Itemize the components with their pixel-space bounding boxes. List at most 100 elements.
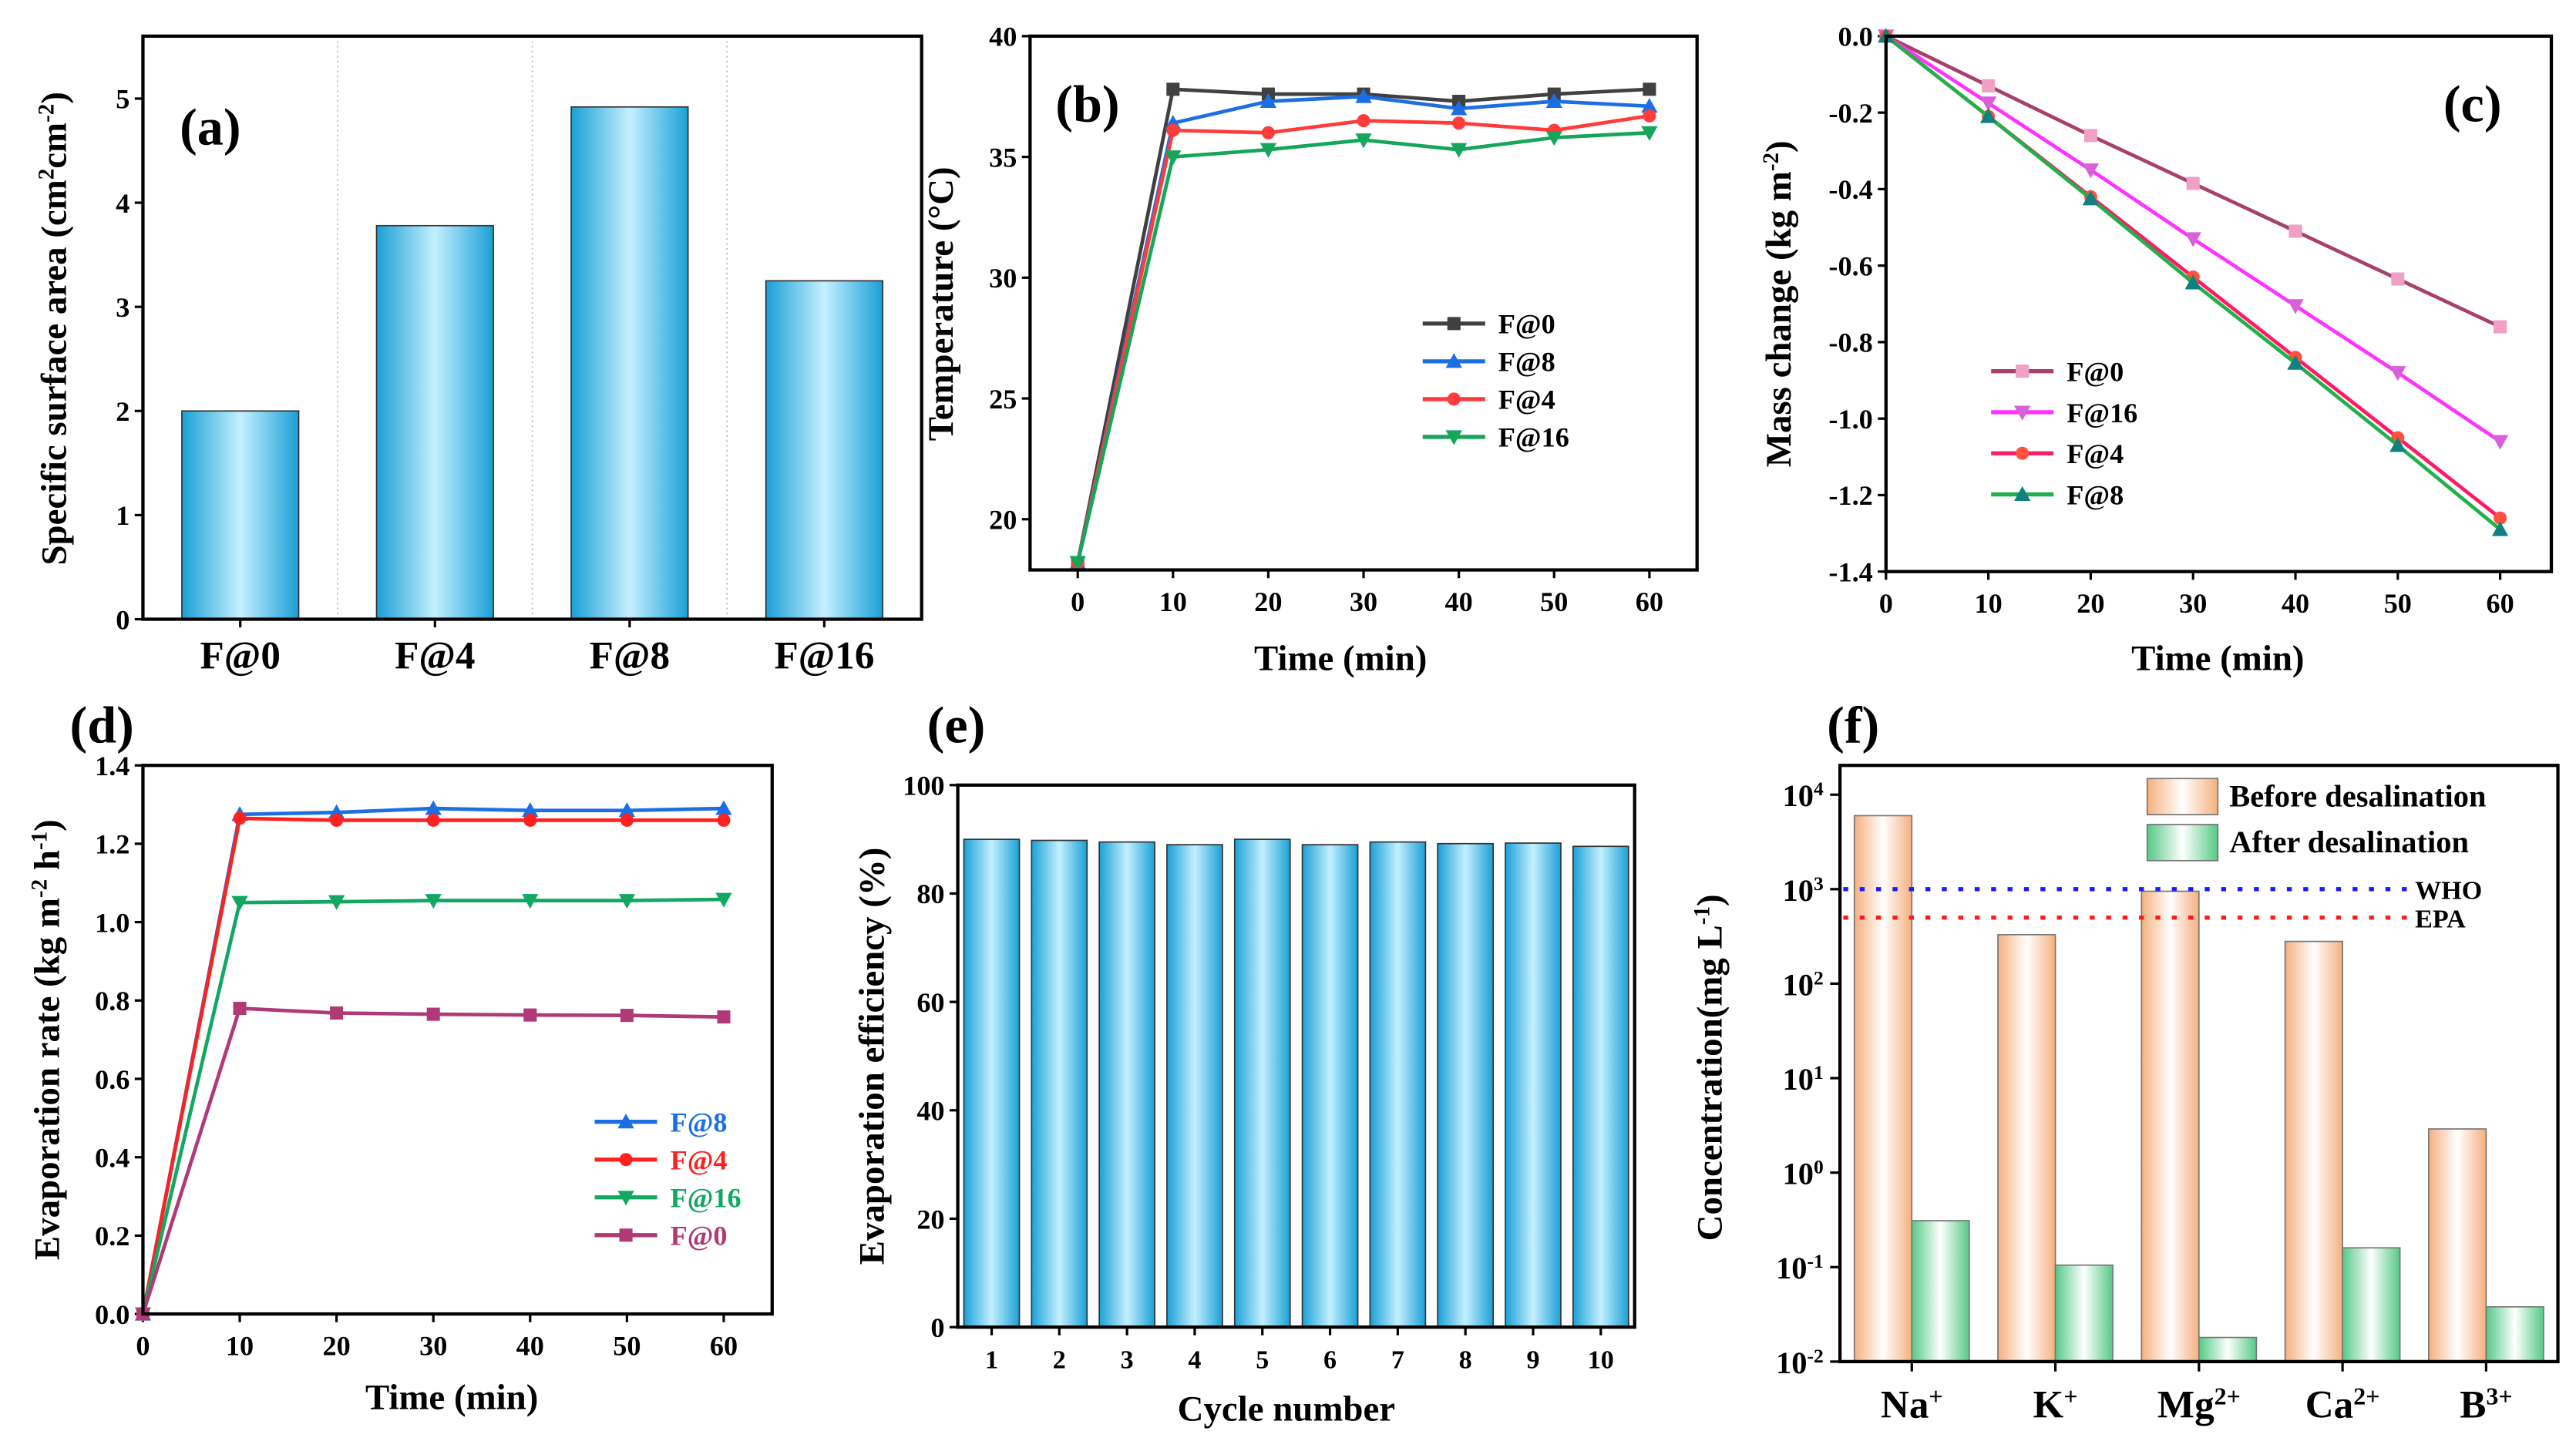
ion-charge: 3+	[2486, 1382, 2512, 1409]
legend-marker	[1445, 430, 1462, 445]
data-point	[425, 800, 442, 815]
legend-label: F@0	[1498, 309, 1555, 340]
data-point	[330, 813, 344, 827]
tick-base: 10	[1783, 1062, 1814, 1097]
panel-letter: (a)	[180, 98, 241, 156]
bar-before	[1853, 815, 1913, 1362]
series-F@4	[136, 811, 731, 1321]
y-tick-label: 4	[116, 188, 129, 219]
y-tick-label: -1.2	[1828, 480, 1872, 511]
x-axis-title: Cycle number	[1178, 1389, 1396, 1430]
x-tick-label: 0	[136, 1330, 150, 1361]
label-segment: Evaporation efficiency (%)	[853, 848, 893, 1265]
data-point	[2287, 299, 2304, 314]
data-point	[1545, 92, 1562, 109]
data-point	[2082, 163, 2100, 179]
label-segment: )	[1759, 140, 1799, 153]
series-line	[141, 816, 724, 1315]
plot-frame	[1028, 34, 1699, 572]
label-segment: )	[34, 92, 74, 104]
tick-exponent: 2	[1814, 966, 1824, 989]
label-segment: Evaporation rate (kg m	[28, 898, 68, 1260]
data-point	[715, 892, 732, 908]
legend-swatch	[2146, 824, 2219, 862]
y-tick-label: 60	[916, 987, 944, 1018]
data-point	[1641, 98, 1658, 113]
data-point	[231, 895, 248, 911]
x-axis-title: Time (min)	[2131, 639, 2304, 679]
bar	[1437, 842, 1495, 1328]
bar	[570, 106, 689, 620]
panel-letter: (c)	[2443, 75, 2502, 133]
legend-label: F@4	[671, 1145, 728, 1176]
data-point	[233, 1001, 247, 1015]
data-point	[2287, 354, 2304, 370]
data-point	[522, 802, 539, 818]
y-tick-label: 10-1	[1776, 1250, 1824, 1286]
x-tick-label: 30	[2179, 588, 2207, 619]
legend-marker	[1445, 353, 1462, 368]
ion-symbol: B	[2460, 1382, 2486, 1426]
label-segment: h	[28, 850, 68, 879]
data-point	[523, 813, 537, 827]
data-point	[425, 894, 442, 909]
x-tick-label: 60	[2487, 588, 2514, 619]
superscript: 2	[34, 169, 59, 180]
data-point	[1641, 126, 1658, 141]
y-tick-label: 100	[903, 771, 944, 801]
label-segment: Specific surface area (cm	[34, 180, 74, 565]
y-tick-label: 80	[916, 879, 944, 909]
y-tick-label: 1	[116, 500, 129, 531]
legend-label: F@8	[1498, 347, 1555, 378]
bar-before	[2141, 890, 2200, 1362]
legend-marker	[2016, 365, 2030, 378]
data-point	[1355, 133, 1372, 149]
bar	[1031, 839, 1088, 1328]
tick-base: 10	[1783, 873, 1814, 908]
y-axis-title: Evaporation efficiency (%)	[853, 848, 893, 1265]
bar	[1166, 844, 1223, 1328]
legend-swatch	[2146, 778, 2219, 816]
y-tick-label: 10-2	[1776, 1344, 1824, 1380]
data-point	[1259, 143, 1277, 158]
label-segment: Concentration(mg L	[1690, 925, 1730, 1241]
reference-line-label: EPA	[2415, 905, 2466, 934]
y-tick-label: 0.2	[95, 1221, 129, 1251]
plot-frame	[141, 34, 923, 621]
legend-marker	[619, 1153, 633, 1167]
y-tick-label: 25	[989, 384, 1017, 415]
superscript: -2	[1759, 153, 1784, 171]
series-F@8	[1878, 28, 2509, 536]
panel-letter: (e)	[927, 695, 986, 754]
legend-item: F@0	[1422, 309, 1555, 340]
data-point	[328, 895, 345, 910]
x-tick-label: F@16	[774, 633, 874, 677]
y-tick-label: 104	[1783, 778, 1824, 814]
data-point	[2186, 176, 2200, 190]
data-point	[2082, 190, 2100, 206]
data-point	[1643, 109, 1656, 123]
y-tick-label: 35	[989, 142, 1017, 173]
legend-label: F@0	[671, 1221, 728, 1251]
y-tick-label: 102	[1783, 966, 1824, 1003]
legend-label: After desalination	[2229, 825, 2469, 859]
panel-letter: (b)	[1055, 75, 1119, 133]
x-tick-label: 20	[323, 1330, 351, 1361]
bar-after	[2198, 1336, 2258, 1362]
y-tick-label: -0.8	[1828, 328, 1872, 358]
y-tick-label: -0.4	[1828, 174, 1872, 205]
data-point	[522, 894, 539, 909]
y-axis-title: Concentration(mg L-1)	[1690, 894, 1730, 1241]
data-point	[2494, 511, 2507, 525]
tick-exponent: 0	[1814, 1155, 1824, 1178]
legend-marker	[619, 1228, 633, 1242]
data-point	[2491, 435, 2509, 450]
legend-item: F@4	[594, 1145, 728, 1176]
y-tick-label: -0.6	[1828, 250, 1872, 281]
x-tick-label: 9	[1526, 1346, 1539, 1374]
label-segment: cm	[34, 123, 74, 169]
data-point	[1166, 82, 1180, 96]
data-point	[1261, 126, 1275, 139]
